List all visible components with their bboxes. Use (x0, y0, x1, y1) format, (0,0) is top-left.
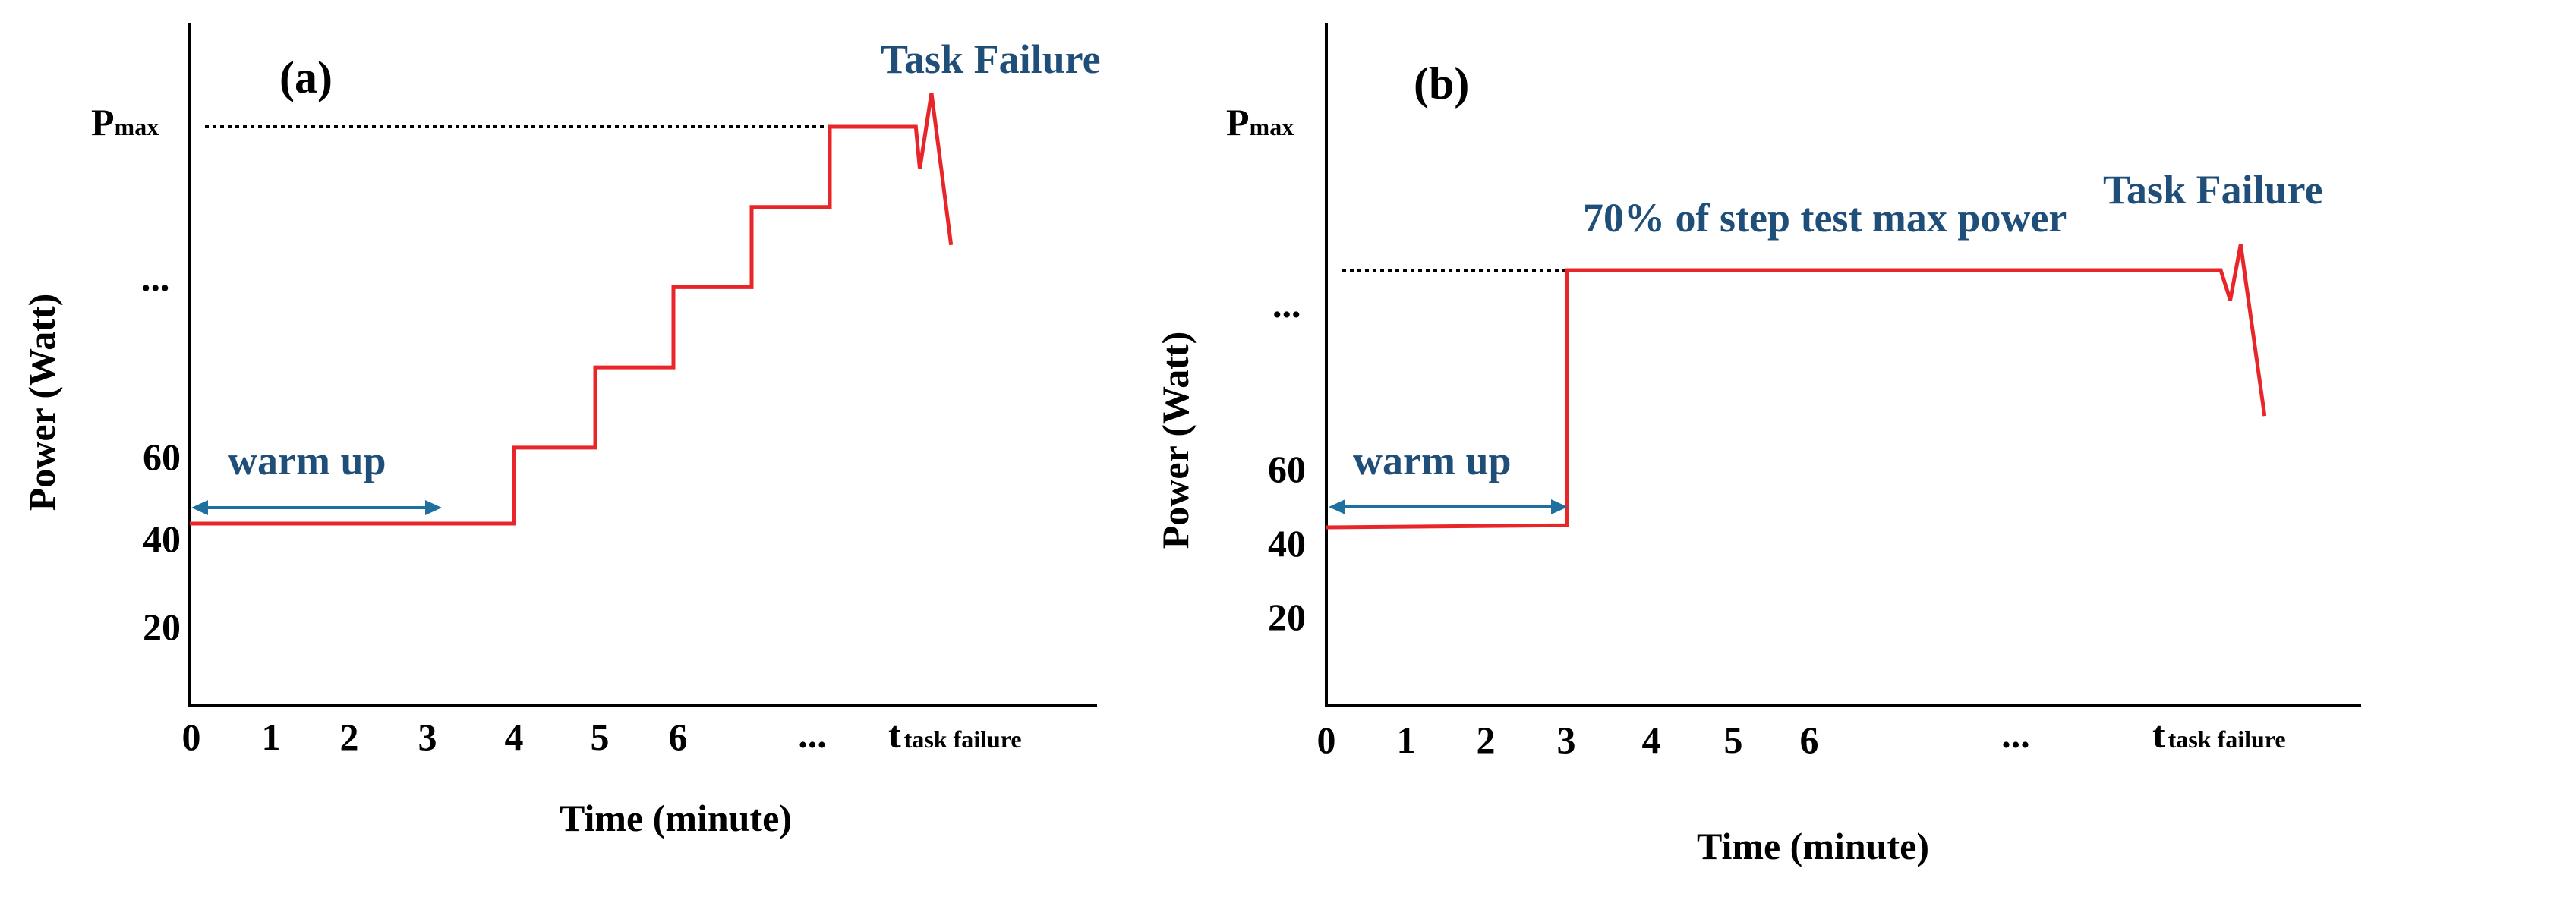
y-tick-label-b: ... (1272, 283, 1301, 326)
x-axis-title-b: Time (minute) (1697, 825, 1929, 867)
y-tick-label-b: 20 (1268, 596, 1306, 638)
y-tick-label-a: 60 (143, 436, 181, 478)
x-tick-label-b: 6 (1800, 719, 1819, 761)
task-failure-label-b: Task Failure (2103, 167, 2323, 212)
x-tick-label-a: ... (798, 713, 827, 756)
x-tick-label-b: 3 (1557, 719, 1576, 761)
x-tick-label-a: 4 (505, 716, 524, 758)
y-axis-title-b: Power (Watt) (1154, 332, 1197, 549)
y-axis-title-a: Power (Watt) (20, 294, 63, 511)
x-tick-label-a: 1 (262, 716, 281, 758)
y-tick-label-b: 60 (1268, 448, 1306, 490)
warm-up-arrow-left-head-a (191, 500, 208, 515)
warm-up-label-a: warm up (228, 438, 386, 483)
warm-up-arrow-right-head-a (425, 500, 442, 515)
level-label-b: 70% of step test max power (1583, 195, 2067, 241)
y-tick-label-a: 40 (143, 518, 181, 560)
axes-a (188, 23, 1097, 707)
chart-panel-b: warm up 70% of step test max power Task … (1154, 23, 2361, 867)
x-tick-label-b: 1 (1397, 719, 1416, 761)
x-tick-label-a: 6 (669, 716, 688, 758)
warm-up-label-b: warm up (1353, 438, 1512, 483)
x-axis-title-a: Time (minute) (560, 797, 792, 839)
x-tick-label-a: 5 (591, 716, 610, 758)
power-series-line-b (1326, 244, 2267, 530)
x-tick-label-a: 3 (418, 716, 437, 758)
x-tick-label-b: 4 (1642, 719, 1661, 761)
y-tick-label-b: 40 (1268, 522, 1306, 565)
x-tick-label-b: ... (2001, 713, 2030, 756)
task-failure-label-a: Task Failure (881, 36, 1101, 82)
x-tick-label-a: 0 (182, 716, 201, 758)
panel-label-a: (a) (279, 52, 333, 102)
power-series-line-a (190, 93, 954, 526)
chart-panel-a: warm up Task Failure (a) 20 40 60 ... Pm… (20, 23, 1101, 839)
warm-up-arrow-left-head-b (1329, 499, 1345, 514)
y-max-label-b: Pmax (1226, 101, 1294, 143)
x-tick-label-b: 0 (1317, 719, 1336, 761)
y-max-label-a: Pmax (91, 101, 159, 143)
x-tick-label-b: t task failure (2152, 713, 2286, 756)
y-tick-label-a: 20 (143, 606, 181, 648)
warm-up-arrow-right-head-b (1551, 499, 1568, 514)
axes-b (1325, 23, 2361, 707)
x-tick-label-a: t task failure (888, 713, 1022, 756)
x-tick-label-b: 2 (1477, 719, 1496, 761)
x-tick-label-a: 2 (340, 716, 359, 758)
panel-label-b: (b) (1414, 58, 1469, 109)
x-tick-label-b: 5 (1724, 719, 1743, 761)
y-tick-label-a: ... (141, 256, 170, 299)
